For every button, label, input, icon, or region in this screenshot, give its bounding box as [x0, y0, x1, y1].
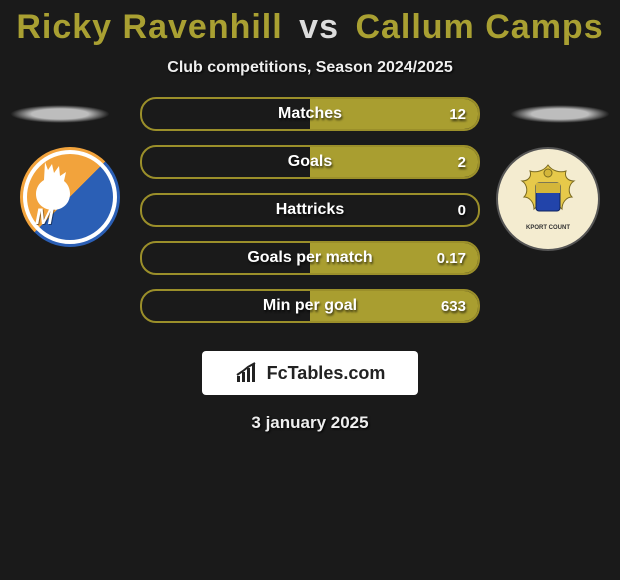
- comparison-infographic: Ricky Ravenhill vs Callum Camps Club com…: [0, 0, 620, 580]
- stat-value-right: 2: [458, 147, 466, 177]
- player1-crest: M: [20, 147, 120, 247]
- brand-box[interactable]: FcTables.com: [202, 351, 418, 395]
- stat-row: Goals2: [140, 145, 480, 179]
- stat-label: Hattricks: [142, 195, 478, 225]
- player1-shadow: [10, 105, 110, 123]
- chart-icon: [235, 362, 261, 384]
- vs-label: vs: [299, 8, 339, 46]
- stat-row: Min per goal633: [140, 289, 480, 323]
- brand-text: FcTables.com: [267, 363, 386, 384]
- page-title: Ricky Ravenhill vs Callum Camps: [0, 0, 620, 47]
- stat-value-right: 12: [449, 99, 466, 129]
- stat-bars: Matches12 Goals2 Hattricks0 Goals per match…: [140, 97, 480, 337]
- stat-label: Goals per match: [142, 243, 478, 273]
- coat-of-arms-icon: KPORT COUNT: [508, 159, 588, 239]
- stat-label: Matches: [142, 99, 478, 129]
- stat-value-right: 0.17: [437, 243, 466, 273]
- footer-date: 3 january 2025: [0, 413, 620, 433]
- stat-label: Min per goal: [142, 291, 478, 321]
- stat-row: Hattricks0: [140, 193, 480, 227]
- stat-row: Goals per match0.17: [140, 241, 480, 275]
- svg-text:KPORT COUNT: KPORT COUNT: [526, 225, 570, 231]
- stat-label: Goals: [142, 147, 478, 177]
- player1-name: Ricky Ravenhill: [16, 8, 282, 46]
- stat-row: Matches12: [140, 97, 480, 131]
- stats-arena: M KPORT COUNT Matches12 Goals2 Hattricks0 G…: [0, 97, 620, 337]
- stat-value-right: 633: [441, 291, 466, 321]
- crest-letter: M: [35, 204, 53, 230]
- player2-shadow: [510, 105, 610, 123]
- stat-value-right: 0: [458, 195, 466, 225]
- subtitle: Club competitions, Season 2024/2025: [0, 59, 620, 77]
- player2-crest: KPORT COUNT: [496, 147, 600, 251]
- player2-name: Callum Camps: [355, 8, 603, 46]
